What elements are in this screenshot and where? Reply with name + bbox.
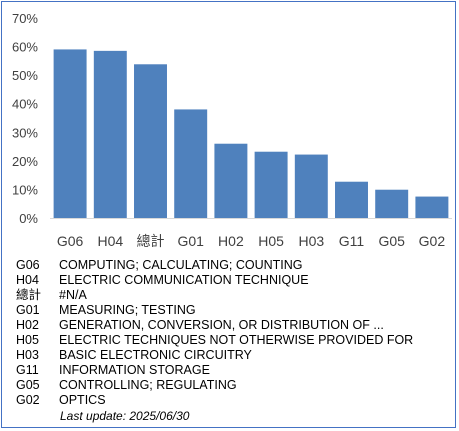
- bar-10: [415, 196, 449, 218]
- y-tick-label: 0%: [19, 211, 38, 226]
- legend-description: CONTROLLING; REGULATING: [59, 378, 237, 392]
- legend-code: H04: [16, 273, 39, 287]
- x-tick-label: G06: [57, 233, 84, 249]
- legend-row: G06 COMPUTING; CALCULATING; COUNTING: [16, 258, 446, 273]
- bar-4: [174, 109, 208, 218]
- y-tick-label: 30%: [12, 125, 38, 140]
- x-tick-label: H04: [97, 233, 123, 249]
- y-tick-label: 70%: [12, 11, 38, 26]
- legend-description: #N/A: [59, 288, 87, 302]
- legend-description: MEASURING; TESTING: [59, 303, 196, 317]
- x-tick-label: H05: [258, 233, 284, 249]
- bar-8: [335, 181, 368, 218]
- legend-code: G02: [16, 393, 40, 407]
- bar-3: [134, 64, 167, 219]
- x-tick-label: G05: [378, 233, 405, 249]
- legend-code: 總計: [16, 288, 42, 302]
- y-tick-label: 20%: [12, 154, 38, 169]
- legend-row: H05 ELECTRIC TECHNIQUES NOT OTHERWISE PRO…: [16, 333, 446, 348]
- legend-description: BASIC ELECTRONIC CIRCUITRY: [59, 348, 252, 362]
- bar-7: [294, 154, 328, 218]
- legend-row: 總計 #N/A: [16, 288, 446, 303]
- x-tick-label: G02: [419, 233, 446, 249]
- legend-description: ELECTRIC COMMUNICATION TECHNIQUE: [59, 273, 309, 287]
- legend-row: G02 OPTICS: [16, 393, 446, 408]
- legend-table: G06 COMPUTING; CALCULATING; COUNTING H04 EL…: [16, 258, 446, 408]
- legend-row: H02 GENERATION, CONVERSION, OR DISTRIBUTI…: [16, 318, 446, 333]
- legend-description: OPTICS: [59, 393, 106, 407]
- y-tick-label: 40%: [12, 97, 38, 112]
- bar-6: [254, 151, 288, 218]
- legend-code: G05: [16, 378, 40, 392]
- legend-description: INFORMATION STORAGE: [59, 363, 210, 377]
- y-tick-label: 60%: [12, 40, 38, 55]
- legend-code: G11: [16, 363, 39, 377]
- legend-row: G01 MEASURING; TESTING: [16, 303, 446, 318]
- legend-row: H04 ELECTRIC COMMUNICATION TECHNIQUE: [16, 273, 446, 288]
- x-tick-label: G01: [177, 233, 204, 249]
- x-tick-label: 總計: [137, 233, 165, 249]
- x-tick-label: G11: [339, 233, 365, 249]
- legend-row: G11 INFORMATION STORAGE: [16, 363, 446, 378]
- bar-chart: 0% 10% 20% 30% 40% 50% 60% 70% G06 H04 總計 G01 H02 H05…: [12, 11, 452, 249]
- x-tick-label: H03: [298, 233, 324, 249]
- last-update-text: Last update: 2025/06/30: [60, 409, 190, 423]
- y-tick-label: 50%: [12, 68, 38, 83]
- bar-2: [93, 50, 127, 218]
- bar-5: [214, 143, 248, 218]
- x-tick-label: H02: [218, 233, 244, 249]
- legend-code: G01: [16, 303, 40, 317]
- legend-code: H03: [16, 348, 39, 362]
- legend-code: H05: [16, 333, 39, 347]
- legend-description: ELECTRIC TECHNIQUES NOT OTHERWISE PROVID…: [59, 333, 414, 347]
- bar-1: [53, 49, 87, 218]
- legend-code: G06: [16, 258, 40, 272]
- y-tick-label: 10%: [12, 182, 38, 197]
- legend-description: COMPUTING; CALCULATING; COUNTING: [59, 258, 303, 272]
- legend-row: H03 BASIC ELECTRONIC CIRCUITRY: [16, 348, 446, 363]
- legend-code: H02: [16, 318, 39, 332]
- legend-description: GENERATION, CONVERSION, OR DISTRIBUTION …: [59, 318, 384, 332]
- legend-row: G05 CONTROLLING; REGULATING: [16, 378, 446, 393]
- bar-9: [375, 189, 409, 218]
